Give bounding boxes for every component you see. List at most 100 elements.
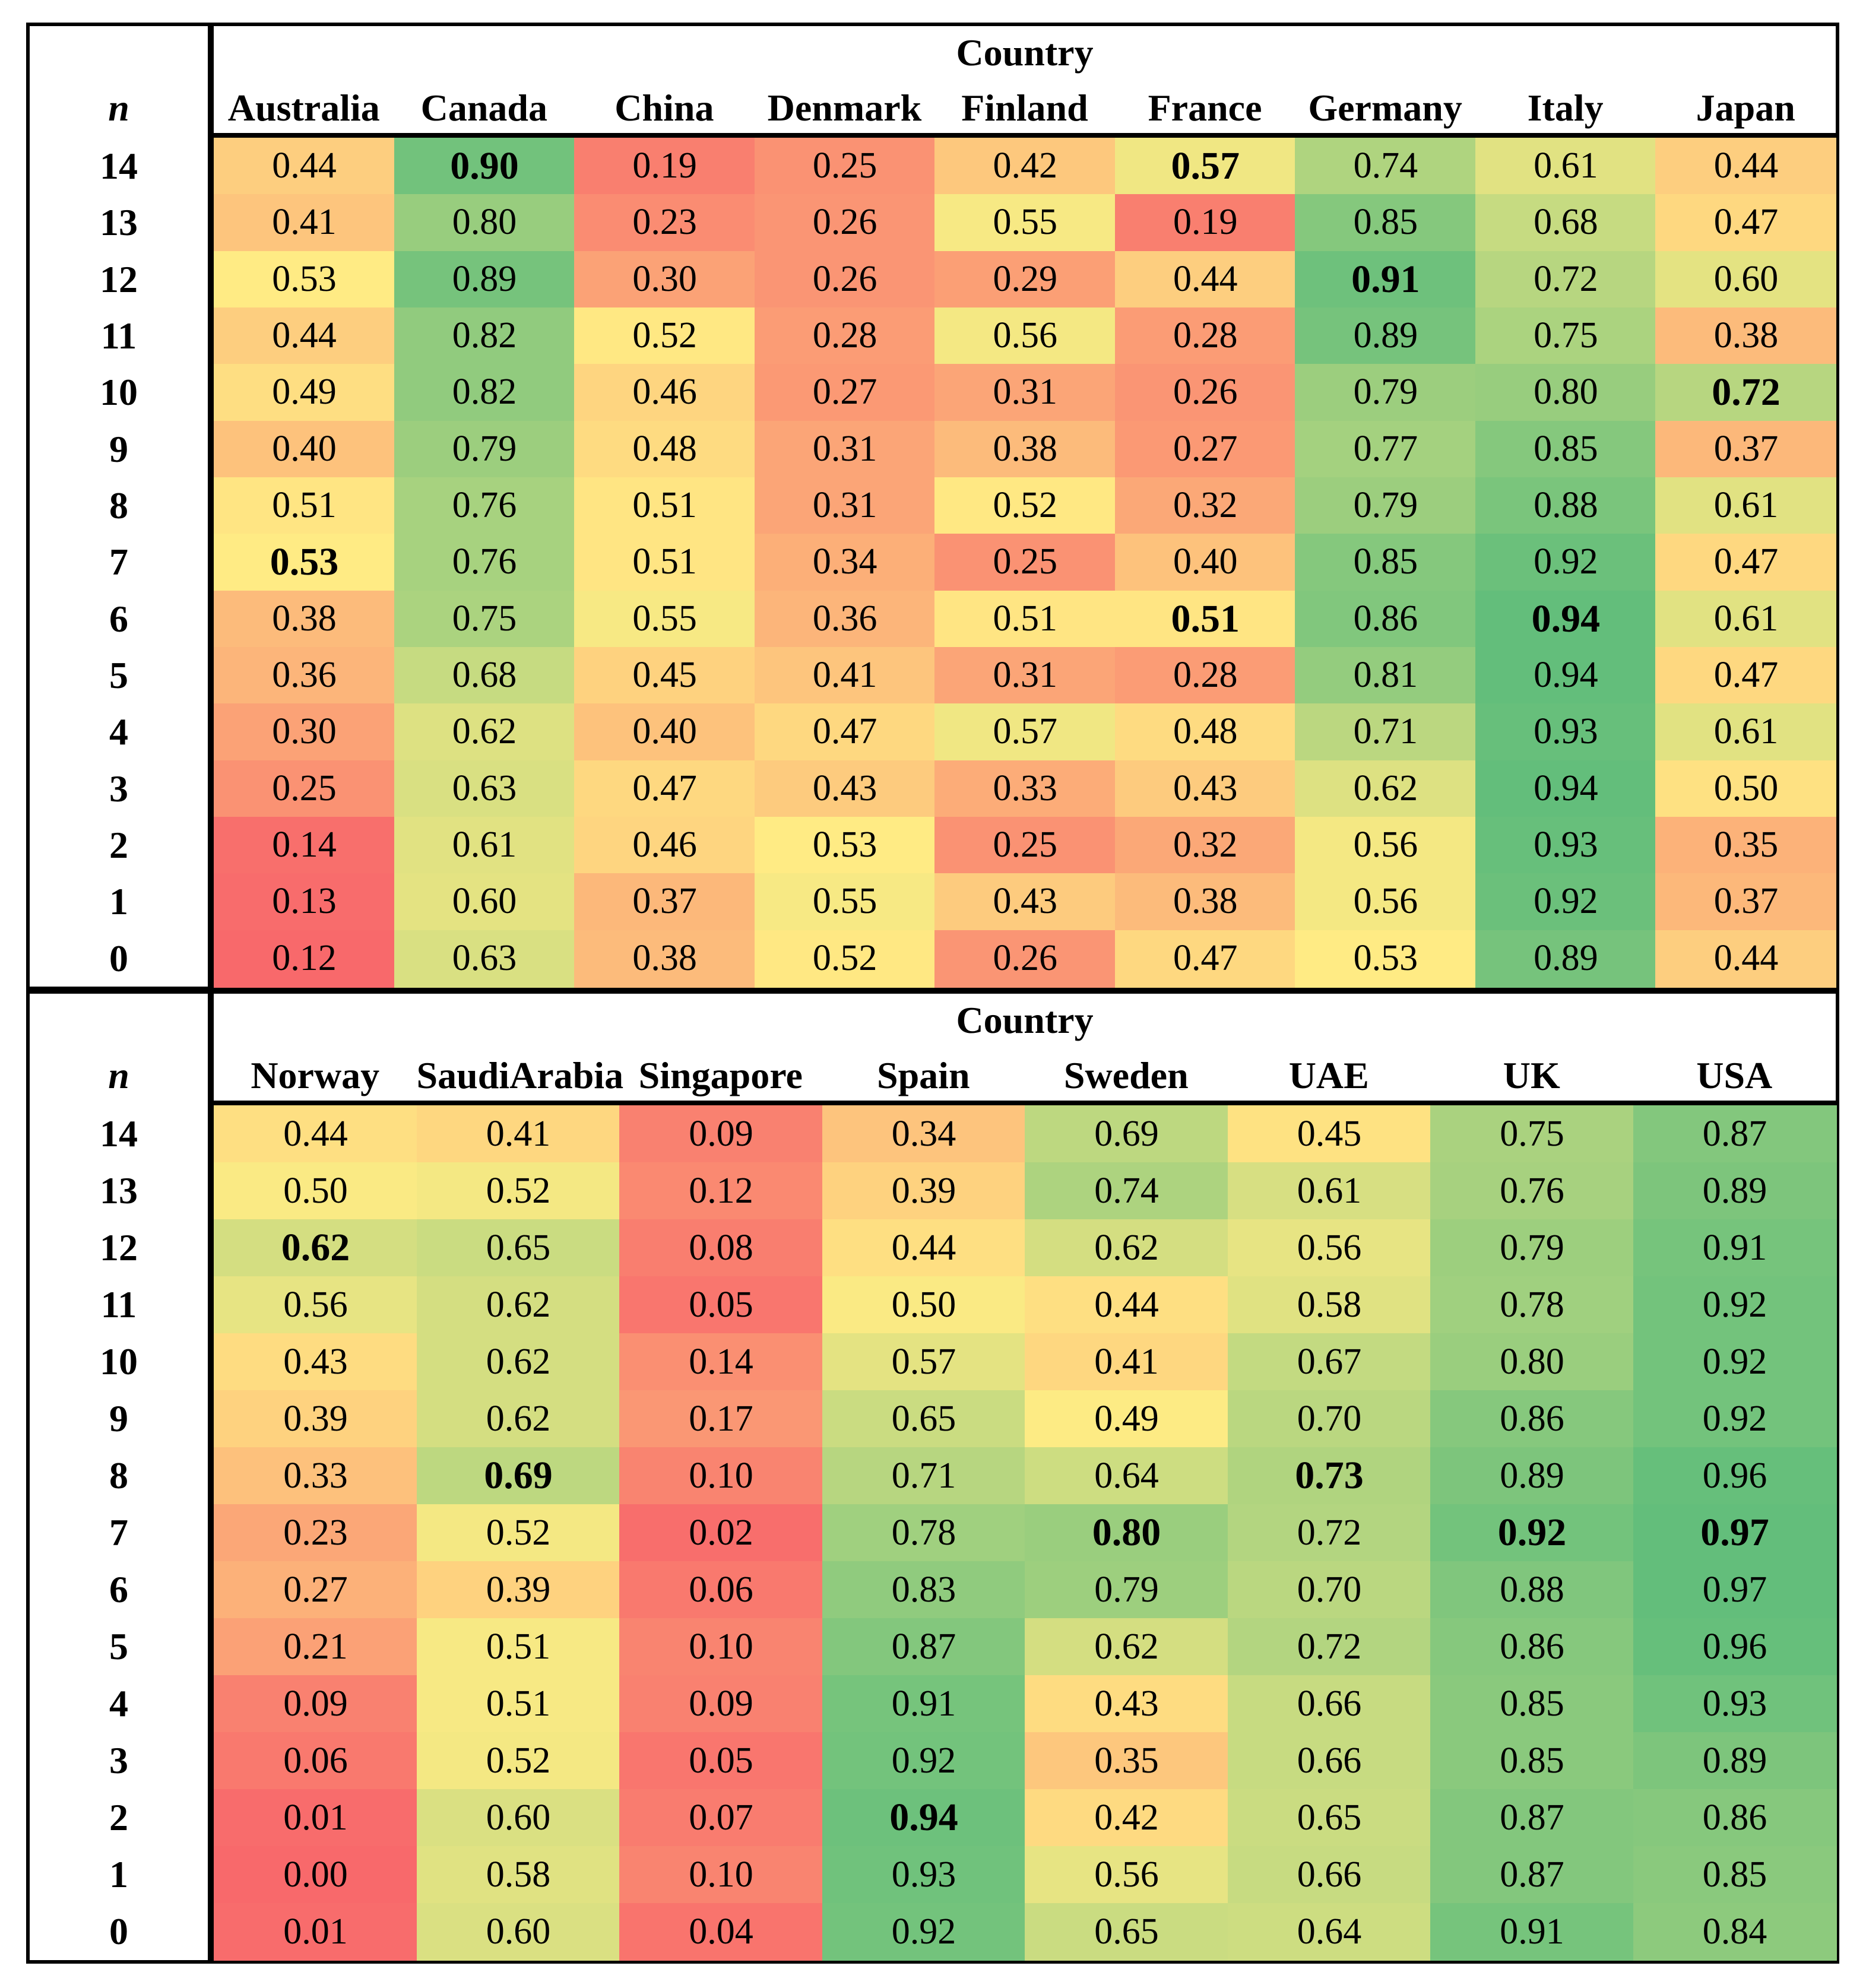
heatmap-cell: 0.87 (1430, 1789, 1634, 1847)
heatmap-cell: 0.72 (1475, 251, 1656, 309)
heatmap-cell: 0.47 (1655, 534, 1837, 592)
heatmap-cell: 0.79 (1430, 1219, 1634, 1277)
heatmap-cell: 0.33 (214, 1447, 417, 1505)
heatmap-cell: 0.44 (1114, 251, 1296, 309)
heatmap-cell: 0.58 (1227, 1276, 1431, 1334)
heatmap-cell: 0.55 (934, 194, 1116, 252)
heatmap-cell: 0.91 (822, 1675, 1026, 1733)
heatmap-cell: 0.91 (1430, 1903, 1634, 1961)
heatmap-cell: 0.92 (822, 1903, 1026, 1961)
heatmap-cell: 0.34 (822, 1105, 1026, 1163)
column-header-norway: Norway (251, 1054, 380, 1096)
heatmap-cell: 0.49 (1025, 1390, 1228, 1448)
heatmap-cell: 0.68 (1475, 194, 1656, 252)
row-label-3: 3 (109, 1739, 128, 1781)
heatmap-cell: 0.62 (1295, 760, 1477, 818)
heatmap-cell: 0.60 (416, 1789, 620, 1847)
heatmap-cell: 0.38 (214, 590, 395, 648)
heatmap-cell: 0.76 (394, 534, 575, 592)
heatmap-cell: 0.47 (754, 703, 936, 762)
heatmap-cell: 0.33 (934, 760, 1116, 818)
heatmap-cell: 0.08 (619, 1219, 823, 1277)
heatmap-cell: 0.76 (1430, 1162, 1634, 1220)
heatmap-panel-top: n Country 0.44 0.90 0.19 0.25 0.42 0.57 0.74 0.… (26, 23, 1839, 990)
heatmap-cell: 0.85 (1430, 1675, 1634, 1733)
heatmap-cell: 0.92 (822, 1732, 1026, 1790)
heatmap-cell: 0.52 (934, 477, 1116, 535)
heatmap-cell: 0.47 (1114, 930, 1296, 988)
heatmap-cell: 0.82 (394, 307, 575, 365)
heatmap-cell: 0.23 (214, 1504, 417, 1562)
heatmap-cell: 0.44 (1655, 930, 1837, 988)
heatmap-cell: 0.40 (574, 703, 756, 762)
heatmap-cell: 0.79 (1295, 364, 1477, 422)
heatmap-grid: 0.44 0.41 0.09 0.34 0.69 0.45 0.75 0.87 0.50 0.52… (214, 1105, 1837, 1961)
column-header-japan: Japan (1696, 87, 1795, 129)
row-label-6: 6 (109, 597, 128, 640)
heatmap-cell: 0.51 (934, 590, 1116, 648)
heatmap-cell: 0.61 (394, 817, 575, 874)
row-label-9: 9 (109, 1397, 128, 1440)
heatmap-cell: 0.93 (822, 1846, 1026, 1904)
heatmap-cell: 0.19 (574, 138, 756, 195)
column-header-saudiarabia: SaudiArabia (416, 1054, 624, 1096)
heatmap-cell: 0.26 (754, 194, 936, 252)
heatmap-cell: 0.89 (1633, 1162, 1837, 1220)
heatmap-cell: 0.47 (1655, 194, 1837, 252)
heatmap-cell: 0.47 (1655, 647, 1837, 705)
row-label-12: 12 (100, 258, 138, 300)
heatmap-cell: 0.51 (574, 534, 756, 592)
heatmap-cell: 0.48 (1114, 703, 1296, 762)
heatmap-cell: 0.25 (934, 817, 1116, 874)
heatmap-cell: 0.56 (934, 307, 1116, 365)
heatmap-cell: 0.50 (214, 1162, 417, 1220)
heatmap-cell: 0.37 (574, 873, 756, 931)
heatmap-cell: 0.69 (416, 1447, 620, 1505)
heatmap-cell: 0.38 (574, 930, 756, 988)
heatmap-cell: 0.57 (934, 703, 1116, 762)
heatmap-cell: 0.71 (822, 1447, 1026, 1505)
heatmap-cell: 0.62 (416, 1276, 620, 1334)
heatmap-cell: 0.45 (574, 647, 756, 705)
row-label-10: 10 (100, 371, 138, 414)
row-label-4: 4 (109, 711, 128, 753)
row-label-4: 4 (109, 1682, 128, 1724)
heatmap-cell: 0.56 (1025, 1846, 1228, 1904)
heatmap-cell: 0.88 (1430, 1561, 1634, 1619)
heatmap-cell: 0.78 (822, 1504, 1026, 1562)
row-label-5: 5 (109, 1625, 128, 1667)
heatmap-cell: 0.21 (214, 1618, 417, 1676)
heatmap-cell: 0.97 (1633, 1561, 1837, 1619)
heatmap-cell: 0.10 (619, 1618, 823, 1676)
column-header-spain: Spain (876, 1054, 970, 1096)
heatmap-cell: 0.91 (1633, 1219, 1837, 1277)
heatmap-cell: 0.53 (754, 817, 936, 874)
heatmap-cell: 0.10 (619, 1846, 823, 1904)
heatmap-cell: 0.53 (1295, 930, 1477, 988)
heatmap-cell: 0.86 (1295, 590, 1477, 648)
heatmap-cell: 0.94 (1475, 590, 1656, 648)
heatmap-cell: 0.52 (416, 1162, 620, 1220)
heatmap-cell: 0.60 (1655, 251, 1837, 309)
heatmap-cell: 0.52 (416, 1732, 620, 1790)
heatmap-cell: 0.45 (1227, 1105, 1431, 1163)
row-label-8: 8 (109, 1454, 128, 1496)
heatmap-cell: 0.02 (619, 1504, 823, 1562)
heatmap-cell: 0.47 (574, 760, 756, 818)
heatmap-cell: 0.06 (214, 1732, 417, 1790)
heatmap-cell: 0.29 (934, 251, 1116, 309)
heatmap-cell: 0.84 (1633, 1903, 1837, 1961)
heatmap-cell: 0.64 (1227, 1903, 1431, 1961)
heatmap-cell: 0.30 (574, 251, 756, 309)
heatmap-cell: 0.53 (214, 534, 395, 592)
heatmap-cell: 0.62 (1025, 1219, 1228, 1277)
column-header-australia: Australia (227, 87, 380, 129)
row-label-10: 10 (100, 1340, 138, 1383)
heatmap-cell: 0.31 (934, 364, 1116, 422)
heatmap-cell: 0.52 (416, 1504, 620, 1562)
heatmap-cell: 0.79 (1025, 1561, 1228, 1619)
heatmap-cell: 0.57 (822, 1333, 1026, 1391)
heatmap-cell: 0.36 (214, 647, 395, 705)
heatmap-cell: 0.39 (214, 1390, 417, 1448)
heatmap-cell: 0.09 (619, 1675, 823, 1733)
